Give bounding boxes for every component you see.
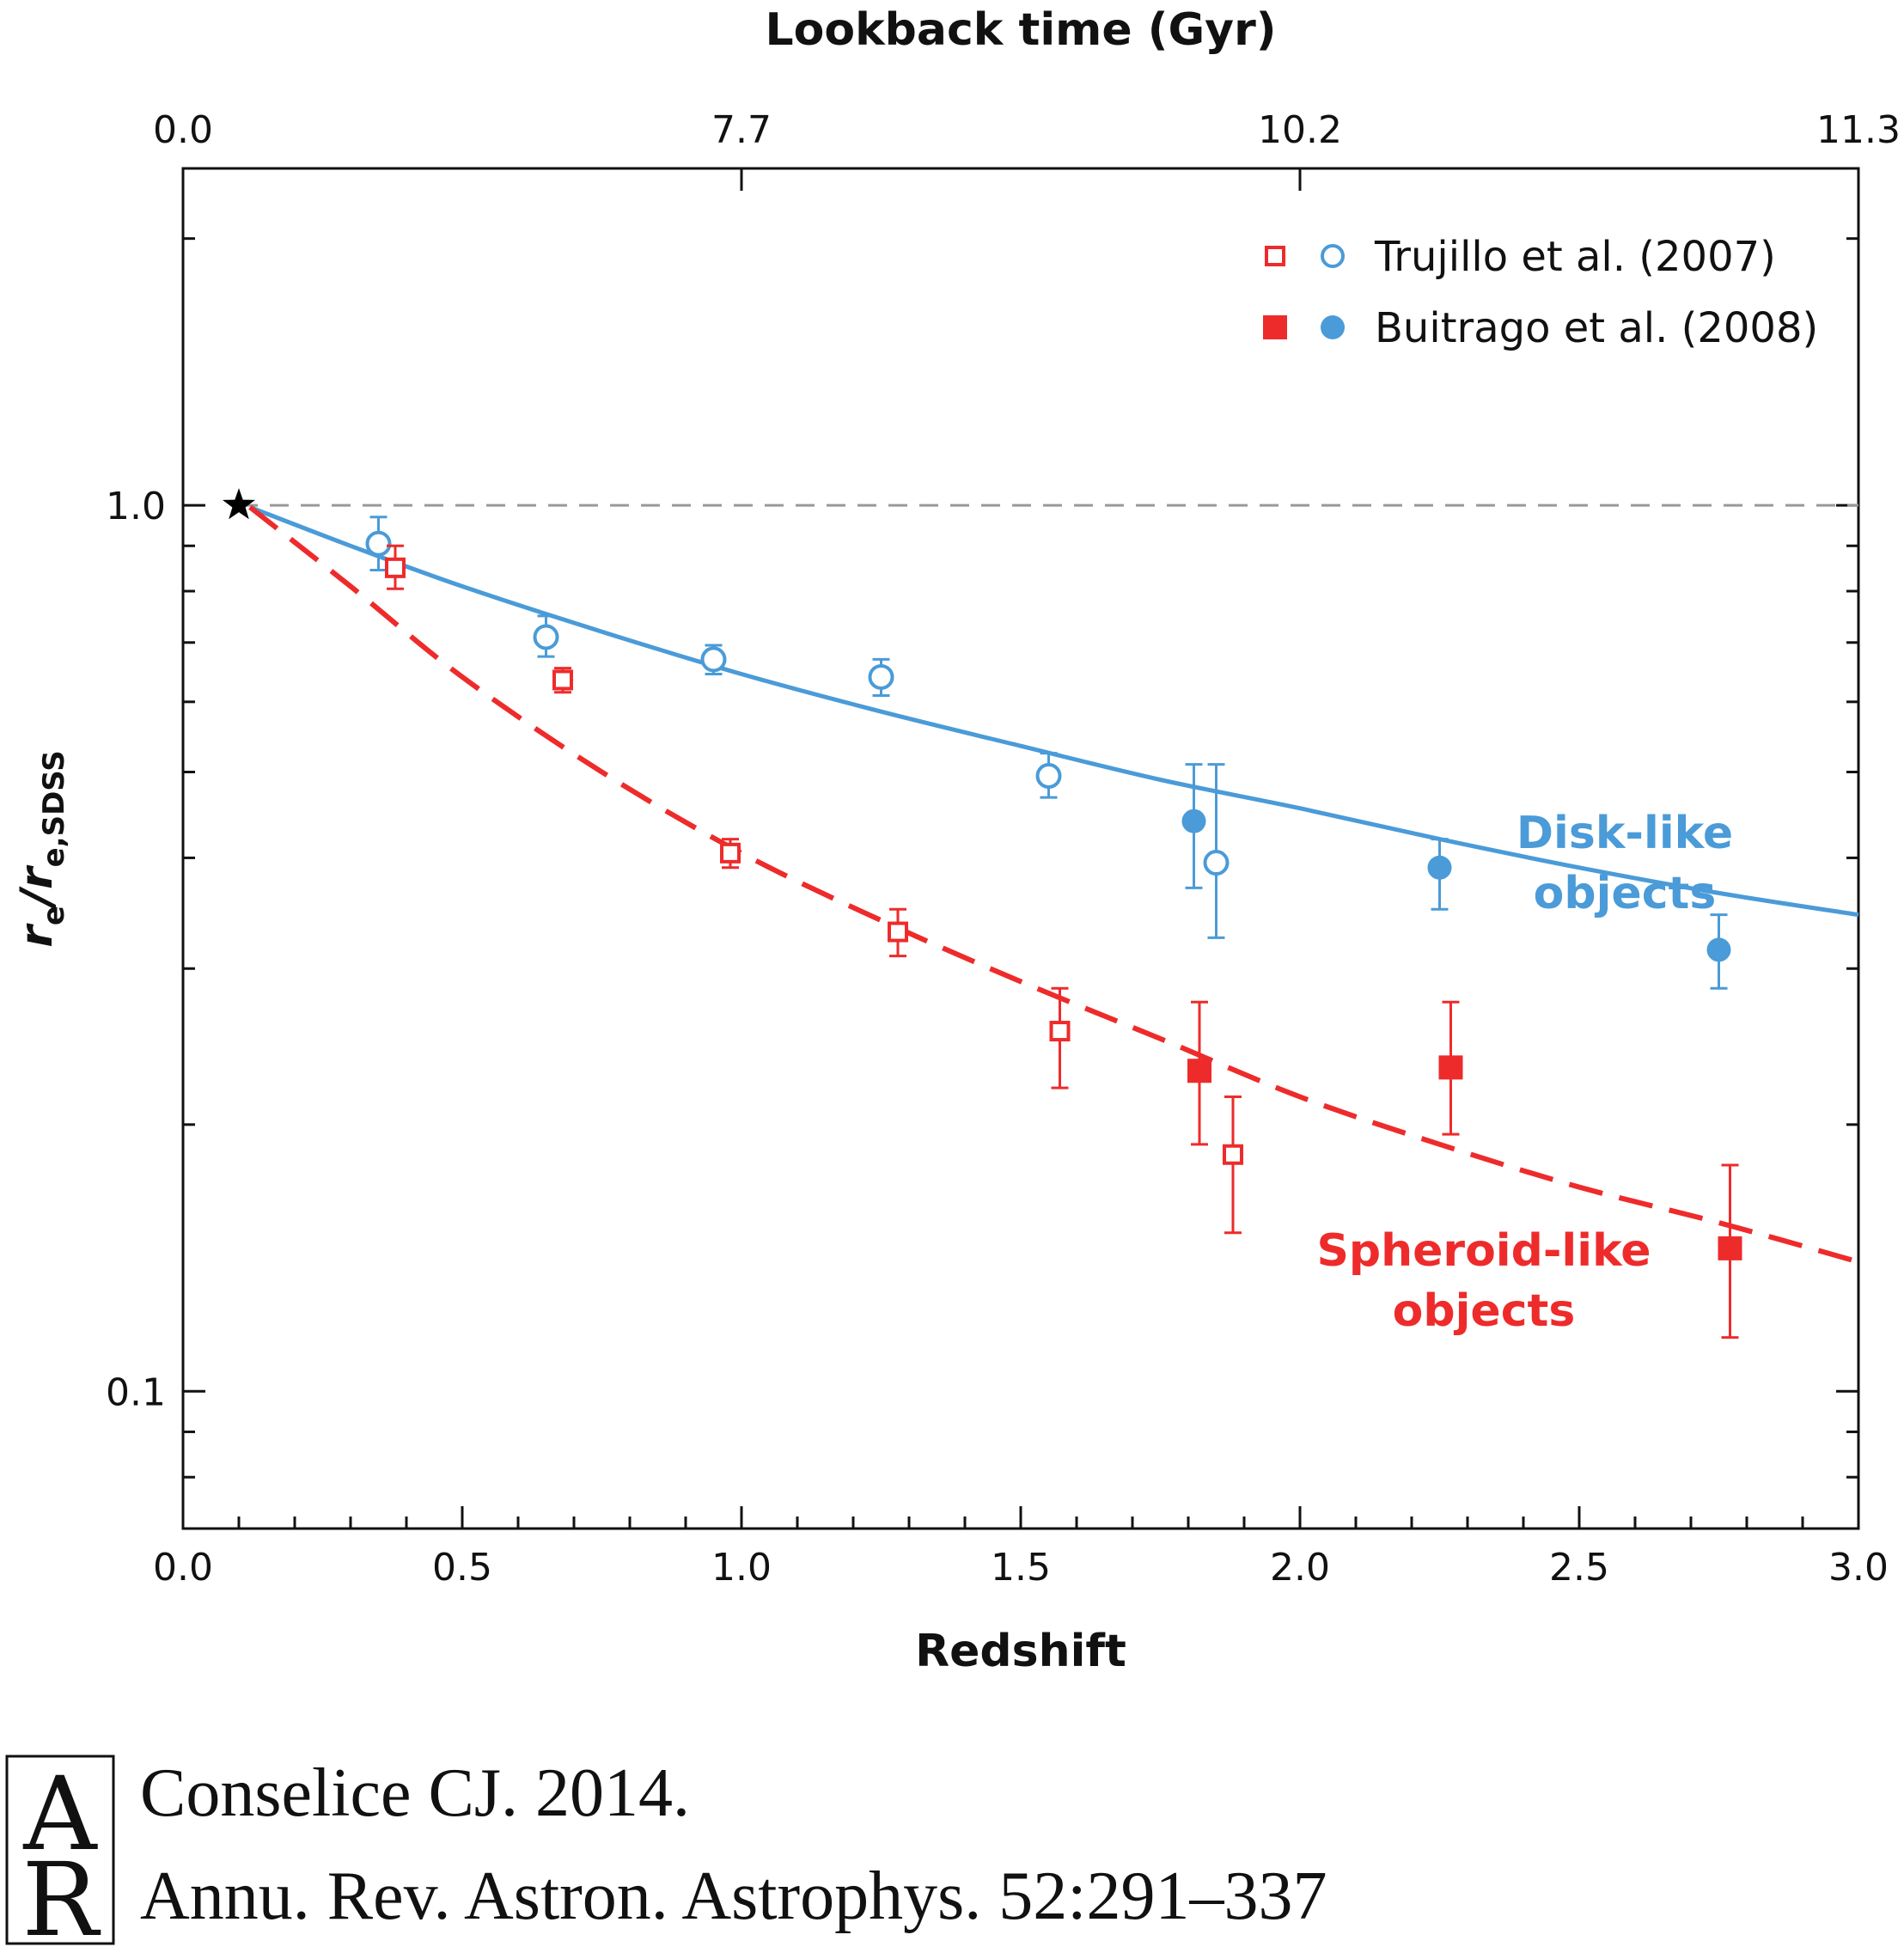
x-tick-label: 0.0 <box>153 1546 213 1590</box>
spheroid-fit-curve <box>248 504 1859 1265</box>
marker-square-filled <box>1718 1236 1742 1260</box>
marker-square-open <box>385 557 406 578</box>
x-tick-label: 3.0 <box>1828 1546 1889 1590</box>
disk-data-point <box>533 614 559 658</box>
top-tick-label: 7.7 <box>711 108 772 152</box>
spheroid-data-point <box>1223 1095 1243 1235</box>
marker-circle-open <box>533 624 559 650</box>
top-tick-label: 10.2 <box>1258 108 1342 152</box>
top-tick-label: 11.3 <box>1816 108 1901 152</box>
legend-label: Trujillo et al. (2007) <box>1374 233 1776 281</box>
disk-data-point <box>1035 752 1062 799</box>
marker-circle-open <box>700 646 727 673</box>
marker-circle-open <box>1035 762 1062 789</box>
axis-ticks: 0.0 0.5 1.0 1.5 2.0 2.5 3.0 0.0 7.7 10.2 11.3 1.0 0.… <box>106 108 1901 1590</box>
logo-letter-r: R <box>22 1840 101 1953</box>
marker-square-open <box>552 669 573 691</box>
disk-data-point <box>1181 763 1206 889</box>
legend: Trujillo et al. (2007) Buitrago et al. (2… <box>1263 233 1818 352</box>
marker-square-filled <box>1438 1055 1463 1080</box>
marker-circle-open <box>1203 850 1230 876</box>
spheroid-data-point <box>1049 986 1071 1089</box>
top-tick-label: 0.0 <box>153 108 213 152</box>
reference-star <box>223 488 255 520</box>
disk-data-point <box>365 516 392 571</box>
spheroid-annotation-line: objects <box>1393 1285 1576 1337</box>
x-axis-title: Redshift <box>915 1626 1126 1677</box>
marker-circle-filled <box>1706 937 1731 962</box>
spheroid-data-point <box>552 667 573 694</box>
svg-text:re/re,SDSS: re/re,SDSS <box>11 750 71 948</box>
marker-circle-filled <box>1181 809 1206 833</box>
y-title-sub2: e,SDSS <box>37 750 71 867</box>
y-axis-title: re/re,SDSS <box>11 750 71 948</box>
y-tick-label: 1.0 <box>106 485 166 528</box>
spheroid-data-point <box>1718 1163 1742 1340</box>
reference-line-layer <box>223 488 1858 520</box>
citation-logo: A R <box>5 1755 115 1953</box>
spheroid-data-point <box>385 544 406 590</box>
disk-annotation-line: Disk-like <box>1516 808 1733 859</box>
legend-label: Buitrago et al. (2008) <box>1375 304 1818 352</box>
marker-square-open <box>888 921 908 943</box>
marker-square-open <box>1223 1144 1243 1165</box>
marker-circle-filled <box>1427 855 1452 880</box>
logo-letter-a: A <box>22 1755 98 1873</box>
disk-fit-curve <box>249 504 1859 918</box>
legend-circle-open <box>1321 244 1345 268</box>
citation-line-1: Conselice CJ. 2014. <box>140 1755 690 1831</box>
spheroid-data-point <box>1438 1000 1463 1136</box>
legend-square-filled <box>1263 315 1287 339</box>
disk-annotation-line: objects <box>1534 868 1717 919</box>
citation-line-2: Annu. Rev. Astron. Astrophys. 52:291–337 <box>140 1858 1327 1934</box>
spheroid-annotation-line: Spheroid-like <box>1316 1225 1651 1277</box>
marker-circle-open <box>868 663 894 690</box>
spheroid-data-point <box>888 907 908 958</box>
annotations: Disk-like objects Spheroid-like objects <box>1316 808 1733 1337</box>
marker-square-filled <box>1187 1059 1211 1083</box>
disk-data-point <box>1203 763 1230 939</box>
marker-square-open <box>1049 1021 1071 1042</box>
data-points <box>365 516 1742 1340</box>
disk-data-point <box>868 657 894 697</box>
x-tick-label: 1.0 <box>711 1546 772 1590</box>
disk-data-point <box>1427 838 1452 911</box>
spheroid-data-point <box>720 838 741 870</box>
disk-data-point <box>1706 913 1731 990</box>
legend-square-open <box>1265 246 1285 266</box>
marker-circle-open <box>365 530 392 557</box>
spheroid-data-point <box>1187 1000 1211 1146</box>
legend-circle-filled <box>1321 315 1345 339</box>
disk-data-point <box>700 644 727 675</box>
top-axis-title: Lookback time (Gyr) <box>766 4 1277 56</box>
fit-curves <box>248 504 1859 1265</box>
x-tick-label: 2.0 <box>1270 1546 1330 1590</box>
y-title-r: r <box>11 923 63 948</box>
x-tick-label: 0.5 <box>432 1546 492 1590</box>
y-title-slash-r: /r <box>11 864 63 910</box>
x-tick-label: 1.5 <box>991 1546 1051 1590</box>
y-title-sub1: e <box>37 906 71 925</box>
y-tick-label: 0.1 <box>106 1370 166 1414</box>
x-tick-label: 2.5 <box>1549 1546 1609 1590</box>
marker-square-open <box>720 842 741 864</box>
